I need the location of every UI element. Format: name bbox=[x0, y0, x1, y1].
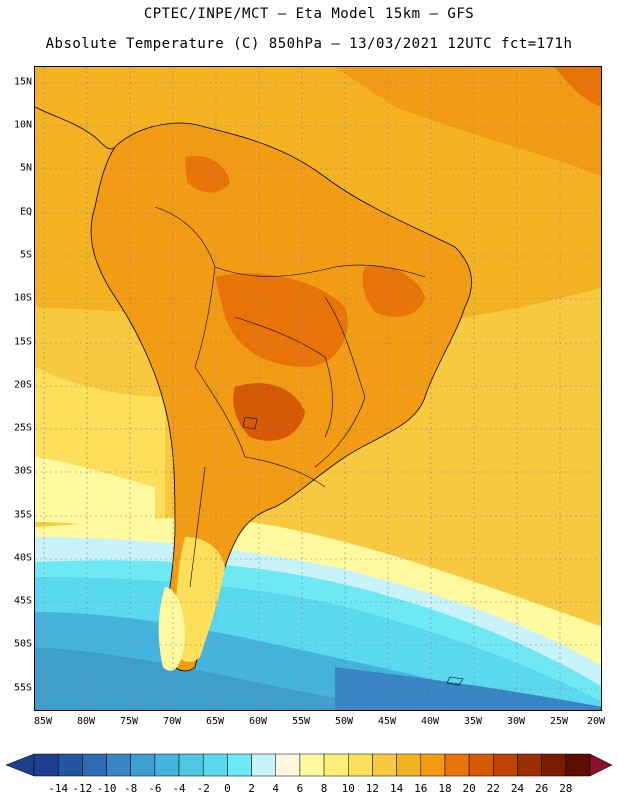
colorbar-segment bbox=[82, 753, 107, 777]
lat-label-45s: 45S bbox=[13, 595, 32, 607]
colorbar-segment bbox=[251, 753, 276, 777]
map-title: CPTEC/INPE/MCT – Eta Model 15km – GFS bbox=[143, 6, 475, 22]
lon-label-45w: 45W bbox=[377, 716, 397, 727]
lon-label-30w: 30W bbox=[506, 716, 526, 727]
colorbar-lower-arrow bbox=[5, 753, 35, 777]
lat-label-15s: 15S bbox=[13, 336, 32, 348]
lat-label-35s: 35S bbox=[13, 509, 32, 521]
colorbar-segment bbox=[227, 753, 252, 777]
lat-label-50s: 50S bbox=[13, 638, 32, 650]
colorbar-segment bbox=[348, 753, 373, 777]
colorbar-segment bbox=[154, 753, 180, 777]
colorbar-tick-label: 0 bbox=[224, 782, 231, 795]
colorbar-segment bbox=[444, 753, 470, 777]
colorbar-tick-label: -14 bbox=[48, 782, 69, 795]
colorbar-segment bbox=[565, 753, 591, 777]
colorbar-tick-label: -2 bbox=[196, 782, 210, 795]
colorbar-tick-label: 8 bbox=[320, 782, 328, 795]
lat-label-15n: 15N bbox=[13, 76, 32, 88]
field-m8-m6-south bbox=[335, 667, 601, 710]
colorbar-segment bbox=[420, 753, 446, 777]
lat-label-5s: 5S bbox=[19, 249, 32, 261]
colorbar-tick-label: 18 bbox=[438, 782, 452, 795]
colorbar-segment bbox=[493, 753, 518, 777]
colorbar-tick-label: 16 bbox=[414, 782, 428, 795]
lat-label-5n: 5N bbox=[19, 162, 32, 174]
colorbar-tick-label: -6 bbox=[148, 782, 162, 795]
field-10-12-patagonia bbox=[175, 537, 225, 662]
field-8-10-pacific bbox=[35, 457, 155, 537]
field-18-20-interior bbox=[215, 273, 348, 367]
field-20-22-chaco bbox=[233, 383, 305, 441]
lat-label-55s: 55S bbox=[13, 682, 32, 694]
lon-label-55w: 55W bbox=[291, 716, 311, 727]
colorbar-tick-label: 4 bbox=[272, 782, 280, 795]
field-m6-m4-south bbox=[35, 647, 404, 710]
colorbar-tick-label: 28 bbox=[559, 782, 573, 795]
field-18-20-venezuela bbox=[185, 155, 230, 193]
colorbar-tick-label: -4 bbox=[172, 782, 186, 795]
field-18-20-north bbox=[555, 67, 601, 107]
lon-label-20w: 20W bbox=[586, 716, 606, 727]
lon-label-65w: 65W bbox=[205, 716, 225, 727]
lon-label-75w: 75W bbox=[119, 716, 139, 727]
lat-label-eq: EQ bbox=[19, 206, 32, 218]
field-8-10-andes-south bbox=[158, 587, 185, 671]
colorbar-segment bbox=[106, 753, 131, 777]
falkland-islands bbox=[446, 676, 464, 686]
colorbar-segment bbox=[323, 753, 349, 777]
colorbar-tick-label: 10 bbox=[341, 782, 355, 795]
colorbar-segment bbox=[396, 753, 422, 777]
colorbar-segment bbox=[202, 753, 228, 777]
colorbar-tick-label: -12 bbox=[72, 782, 93, 795]
map-subtitle: Absolute Temperature (C) 850hPa – 13/03/… bbox=[45, 36, 573, 52]
lat-label-10s: 10S bbox=[13, 292, 32, 304]
field-18-20-northeast bbox=[362, 265, 425, 317]
temperature-map bbox=[34, 66, 602, 711]
lat-label-25s: 25S bbox=[13, 422, 32, 434]
lat-label-10n: 10N bbox=[13, 119, 32, 131]
lon-label-50w: 50W bbox=[334, 716, 354, 727]
lon-label-70w: 70W bbox=[162, 716, 182, 727]
colorbar-tick-label: 14 bbox=[389, 782, 404, 795]
colorbar-segment bbox=[468, 753, 494, 777]
lon-label-80w: 80W bbox=[76, 716, 96, 727]
colorbar-tick-label: 26 bbox=[535, 782, 549, 795]
colorbar-tick-label: 12 bbox=[365, 782, 380, 795]
colorbar-tick-label: -10 bbox=[96, 782, 117, 795]
central-america-coast bbox=[35, 106, 116, 150]
colorbar-tick-label: 2 bbox=[248, 782, 255, 795]
field-16-18-north bbox=[335, 67, 601, 177]
lat-label-20s: 20S bbox=[13, 379, 32, 391]
lon-label-60w: 60W bbox=[248, 716, 268, 727]
colorbar-segment bbox=[130, 753, 156, 777]
colorbar-segment bbox=[299, 753, 325, 777]
country-borders bbox=[154, 206, 426, 588]
colorbar-segment bbox=[57, 753, 83, 777]
colorbar-tick-label: 20 bbox=[462, 782, 476, 795]
colorbar-tick-label: 6 bbox=[296, 782, 304, 795]
lat-label-30s: 30S bbox=[13, 465, 32, 477]
lon-label-35w: 35W bbox=[463, 716, 483, 727]
lon-label-25w: 25W bbox=[549, 716, 569, 727]
colorbar-upper-arrow bbox=[589, 753, 613, 777]
temperature-colorbar bbox=[5, 753, 613, 777]
colorbar-segment bbox=[178, 753, 204, 777]
colorbar-tick-label: -8 bbox=[124, 782, 138, 795]
lon-label-85w: 85W bbox=[33, 716, 53, 727]
temperature-field bbox=[35, 67, 601, 710]
lon-label-40w: 40W bbox=[420, 716, 440, 727]
colorbar-segment bbox=[275, 753, 301, 777]
colorbar-segments bbox=[5, 753, 613, 777]
colorbar-segment bbox=[372, 753, 397, 777]
colorbar-tick-label: 22 bbox=[486, 782, 500, 795]
colorbar-segment bbox=[541, 753, 567, 777]
colorbar-segment bbox=[33, 753, 59, 777]
colorbar-segment bbox=[517, 753, 542, 777]
colorbar-tick-label: 24 bbox=[510, 782, 525, 795]
lat-label-40s: 40S bbox=[13, 552, 32, 564]
